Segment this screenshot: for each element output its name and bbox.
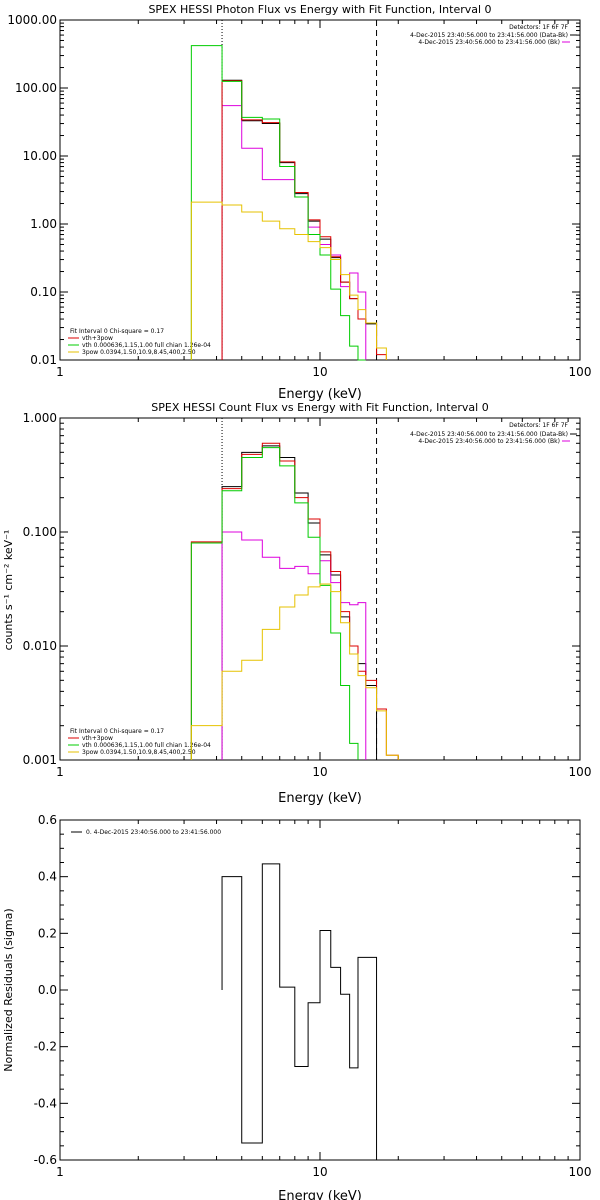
photon-flux-panel: SPEX HESSI Photon Flux vs Energy with Fi… xyxy=(68,3,577,402)
y-tick-label: 0.100 xyxy=(23,525,57,539)
x-tick-label: 1 xyxy=(56,365,64,379)
y-tick-label: 10.00 xyxy=(23,149,57,163)
legend-bk: 4-Dec-2015 23:40:56.000 to 23:41:56.000 … xyxy=(418,438,560,445)
y-tick-label: 0.4 xyxy=(38,870,57,884)
x-tick-label: 1 xyxy=(56,1165,64,1179)
chart-plot-1: 1 10 100 0.001 0.010 0.100 1.000 xyxy=(23,411,592,779)
legend-right: Detectors: 1F 6F 7F 4-Dec-2015 23:40:56.… xyxy=(410,422,577,445)
legend-vth: vth 0.000636,1.15,1.00 full chian 1.26e-… xyxy=(82,342,211,349)
x-tick-label: 10 xyxy=(312,1165,327,1179)
legend-detectors: Detectors: 1F 6F 7F xyxy=(509,422,568,429)
y-tick-label: 100.00 xyxy=(15,81,57,95)
chart-plot-2: 1 10 100 -0.6 -0.4 -0.2 0.0 0.2 0.4 0.6 xyxy=(34,813,592,1179)
legend-vth: vth 0.000636,1.15,1.00 full chian 1.26e-… xyxy=(82,742,211,749)
y-tick-label: 0.10 xyxy=(30,285,57,299)
x-tick-label: 1 xyxy=(56,765,64,779)
y-tick-label: 1.00 xyxy=(30,217,57,231)
chart-plot-0: 1 10 100 0.01 0.10 1.00 10.00 100.00 1000.00 xyxy=(7,13,591,379)
legend-detectors: Detectors: 1F 6F 7F xyxy=(509,24,568,31)
y-tick-label: -0.4 xyxy=(34,1096,57,1110)
legend-residuals: 0. 4-Dec-2015 23:40:56.000 to 23:41:56.0… xyxy=(86,829,221,836)
legend-right: Detectors: 1F 6F 7F 4-Dec-2015 23:40:56.… xyxy=(410,24,577,46)
legend-left: 0. 4-Dec-2015 23:40:56.000 to 23:41:56.0… xyxy=(71,829,221,836)
y-tick-label: 0.6 xyxy=(38,813,57,827)
legend-vth3pow: vth+3pow xyxy=(82,735,113,742)
y-axis-label: Normalized Residuals (sigma) xyxy=(2,908,15,1071)
x-tick-label: 100 xyxy=(569,365,592,379)
legend-3pow: 3pow 0.0394,1.50,10.9,8.45,400,2.50 xyxy=(82,749,196,756)
x-tick-label: 10 xyxy=(312,765,327,779)
plot-frame xyxy=(59,19,581,361)
y-tick-label: 1.000 xyxy=(23,411,57,425)
series-bk xyxy=(221,105,367,360)
x-axis-label: Energy (keV) xyxy=(278,791,362,806)
x-tick-label: 100 xyxy=(569,1165,592,1179)
y-tick-label: 0.0 xyxy=(38,983,57,997)
legend-data-bk: 4-Dec-2015 23:40:56.000 to 23:41:56.000 … xyxy=(410,32,568,39)
plot-frame xyxy=(59,417,581,761)
y-tick-label: 0.001 xyxy=(23,753,57,767)
y-tick-label: 1000.00 xyxy=(7,13,57,27)
legend-fit-interval: Fit Interval 0 Chi-square = 0.17 xyxy=(70,328,164,335)
y-tick-label: -0.2 xyxy=(34,1040,57,1054)
legend-bk: 4-Dec-2015 23:40:56.000 to 23:41:56.000 … xyxy=(418,39,560,46)
series-vth xyxy=(190,447,359,760)
y-tick-label: 0.01 xyxy=(30,353,57,367)
count-flux-panel: SPEX HESSI Count Flux vs Energy with Fit… xyxy=(2,401,577,806)
legend-left: Fit Interval 0 Chi-square = 0.17 vth+3po… xyxy=(68,728,211,756)
chart-title: SPEX HESSI Photon Flux vs Energy with Fi… xyxy=(148,3,491,16)
legend-left: Fit Interval 0 Chi-square = 0.17 vth+3po… xyxy=(68,328,211,356)
residuals-panel: Energy (keV) Normalized Residuals (sigma… xyxy=(2,829,362,1200)
y-tick-label: 0.010 xyxy=(23,639,57,653)
y-tick-label: 0.2 xyxy=(38,926,57,940)
series-3pow xyxy=(190,583,399,760)
series-data-bk xyxy=(221,79,378,360)
series-vth-3pow xyxy=(190,442,399,760)
legend-fit-interval: Fit Interval 0 Chi-square = 0.17 xyxy=(70,728,164,735)
x-tick-label: 10 xyxy=(312,365,327,379)
x-tick-label: 100 xyxy=(569,765,592,779)
legend-data-bk: 4-Dec-2015 23:40:56.000 to 23:41:56.000 … xyxy=(410,431,568,438)
series-vth xyxy=(190,45,366,361)
legend-vth3pow: vth+3pow xyxy=(82,335,113,342)
legend-3pow: 3pow 0.0394,1.50,10.9,8.45,400,2.50 xyxy=(82,349,196,356)
series-bk xyxy=(221,531,367,760)
y-axis-label: counts s⁻¹ cm⁻² keV⁻¹ xyxy=(2,530,15,651)
series-vth-3pow xyxy=(221,80,387,360)
chart-title: SPEX HESSI Count Flux vs Energy with Fit… xyxy=(151,401,488,414)
series-data-bk xyxy=(221,445,378,760)
y-tick-label: -0.6 xyxy=(34,1153,57,1167)
series-3pow xyxy=(190,201,387,360)
x-axis-label: Energy (keV) xyxy=(278,1189,362,1200)
series-0-4-dec-2015-23-40-56-000-to-2 xyxy=(221,863,378,1160)
x-axis-label: Energy (keV) xyxy=(278,387,362,402)
